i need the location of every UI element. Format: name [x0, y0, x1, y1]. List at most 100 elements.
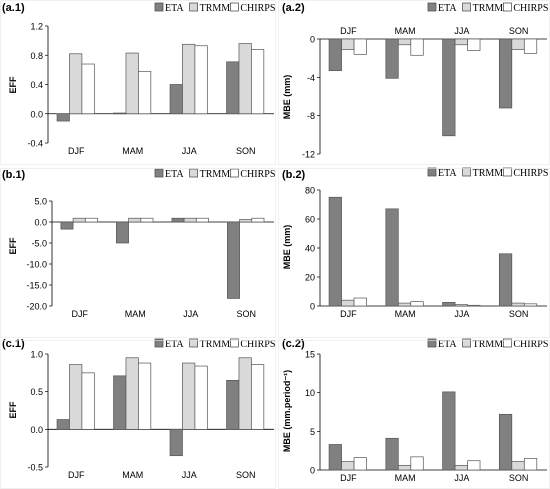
legend-label-eta: ETA — [438, 339, 457, 350]
bar-a1-eta-djf — [56, 113, 70, 122]
category-label-a2-djf: DJF — [340, 26, 357, 36]
bar-a1-trmm-jja — [182, 43, 196, 115]
bar-c1-eta-djf — [56, 419, 70, 430]
y-tick-label-b2-3: 60 — [305, 215, 315, 225]
y-tick-label-b1-4: 0.0 — [34, 218, 47, 228]
bar-c2-chirps-djf — [353, 457, 367, 471]
y-axis-label-a2: MBE (mm) — [282, 75, 292, 120]
bar-a2-trmm-djf — [341, 38, 355, 50]
legend-swatch-chirps — [502, 167, 512, 177]
panel-label-c2: (c.2) — [282, 338, 305, 350]
bar-a2-eta-son — [498, 38, 513, 109]
y-tick-label-b2-4: 80 — [305, 186, 315, 196]
y-tick-label-c1-2: 0.5 — [30, 387, 43, 397]
bar-b1-trmm-jja — [183, 217, 197, 223]
y-axis-label-b2: MBE (mm) — [282, 225, 292, 270]
legend-label-trmm: TRMM — [473, 168, 504, 179]
legend-c1: ETA TRMM CHIRPS — [154, 338, 275, 350]
bar-a2-eta-jja — [442, 38, 456, 137]
legend-b1: ETA TRMM CHIRPS — [154, 168, 275, 180]
y-tick-label-b1-3: -5.0 — [31, 239, 47, 249]
bar-b1-trmm-mam — [128, 217, 142, 223]
category-label-a1-jja: JJA — [182, 146, 197, 156]
legend-label-chirps: CHIRPS — [240, 169, 275, 180]
bar-a2-eta-mam — [385, 38, 399, 79]
bar-c1-eta-jja — [169, 428, 183, 457]
y-axis-label-a1: EFF — [8, 76, 18, 94]
bar-a2-chirps-son — [523, 38, 538, 54]
legend-swatch-trmm — [462, 338, 472, 348]
legend-label-chirps: CHIRPS — [240, 339, 275, 350]
bar-c2-chirps-mam — [410, 456, 424, 471]
legend-swatch-chirps — [229, 2, 239, 12]
bar-b2-trmm-djf — [341, 299, 355, 307]
category-label-a1-son: SON — [236, 146, 256, 156]
legend-swatch-chirps — [229, 338, 239, 348]
bar-b1-chirps-jja — [195, 217, 209, 223]
bar-a1-trmm-son — [238, 43, 252, 115]
legend-b2: ETA TRMM CHIRPS — [427, 167, 548, 179]
panel-label-b1: (b.1) — [2, 169, 26, 181]
bar-c2-eta-son — [498, 413, 513, 471]
y-tick-label-b2-2: 40 — [305, 244, 315, 254]
y-tick-label-a1-1: 0.0 — [30, 109, 43, 119]
legend-label-chirps: CHIRPS — [513, 3, 548, 14]
legend-label-eta: ETA — [438, 168, 457, 179]
legend-a2: ETA TRMM CHIRPS — [427, 2, 548, 14]
legend-label-eta: ETA — [438, 3, 457, 14]
bar-b1-trmm-son — [239, 219, 253, 223]
y-tick-label-c2-1: 5 — [310, 427, 315, 437]
y-tick-label-b1-1: -15.0 — [26, 281, 47, 291]
y-axis-label-b1: EFF — [8, 237, 18, 255]
y-tick-label-c2-2: 10 — [305, 388, 315, 398]
bar-c2-trmm-djf — [341, 461, 355, 471]
panel-frame-0 — [0, 0, 276, 165]
y-tick-label-a1-4: 1.2 — [30, 22, 43, 32]
y-tick-label-a1-3: 0.8 — [30, 51, 43, 61]
category-label-a2-son: SON — [509, 26, 529, 36]
legend-swatch-chirps — [502, 338, 512, 348]
bar-c1-trmm-jja — [182, 362, 196, 430]
legend-label-eta: ETA — [165, 339, 184, 350]
legend-c2: ETA TRMM CHIRPS — [427, 338, 548, 350]
y-tick-label-b2-1: 20 — [305, 273, 315, 283]
legend-label-chirps: CHIRPS — [513, 168, 548, 179]
bar-c1-trmm-mam — [125, 357, 139, 430]
y-axis-label-c1: EFF — [8, 401, 18, 419]
y-tick-label-c1-0: -0.5 — [27, 463, 43, 473]
category-label-c2-son: SON — [509, 473, 529, 483]
category-label-c1-son: SON — [236, 470, 256, 480]
bar-a1-trmm-djf — [69, 53, 83, 115]
y-tick-label-b2-0: 0 — [310, 302, 315, 312]
bar-a1-eta-son — [226, 61, 240, 115]
bar-c2-trmm-mam — [397, 465, 412, 471]
bar-b2-trmm-mam — [397, 302, 412, 307]
legend-label-trmm: TRMM — [473, 3, 504, 14]
panel-label-a1: (a.1) — [2, 2, 25, 14]
y-tick-label-a1-0: -0.4 — [27, 139, 43, 149]
legend-swatch-trmm — [462, 167, 472, 177]
category-label-c2-djf: DJF — [340, 473, 357, 483]
legend-label-chirps: CHIRPS — [240, 3, 275, 14]
bar-b2-trmm-jja — [454, 304, 468, 307]
y-tick-label-a1-2: 0.4 — [30, 80, 43, 90]
bar-a2-chirps-jja — [467, 38, 481, 51]
bar-b1-eta-jja — [171, 217, 185, 223]
bar-c2-trmm-jja — [454, 465, 468, 471]
panel-frame-2 — [0, 168, 276, 338]
legend-swatch-chirps — [229, 168, 239, 178]
legend-a1: ETA TRMM CHIRPS — [154, 2, 275, 14]
bar-a1-chirps-jja — [194, 45, 208, 115]
category-label-b1-mam: MAM — [125, 309, 146, 319]
category-label-a1-mam: MAM — [122, 146, 143, 156]
bar-b1-eta-mam — [116, 221, 129, 244]
panel-label-c1: (c.1) — [2, 338, 25, 350]
bar-b1-trmm-djf — [72, 217, 86, 223]
legend-swatch-eta — [427, 2, 437, 12]
bar-b2-chirps-son — [523, 303, 538, 307]
bar-a1-chirps-mam — [138, 70, 152, 115]
bar-a2-chirps-mam — [410, 38, 424, 56]
bar-c1-chirps-mam — [138, 362, 152, 430]
category-label-a2-jja: JJA — [454, 26, 469, 36]
